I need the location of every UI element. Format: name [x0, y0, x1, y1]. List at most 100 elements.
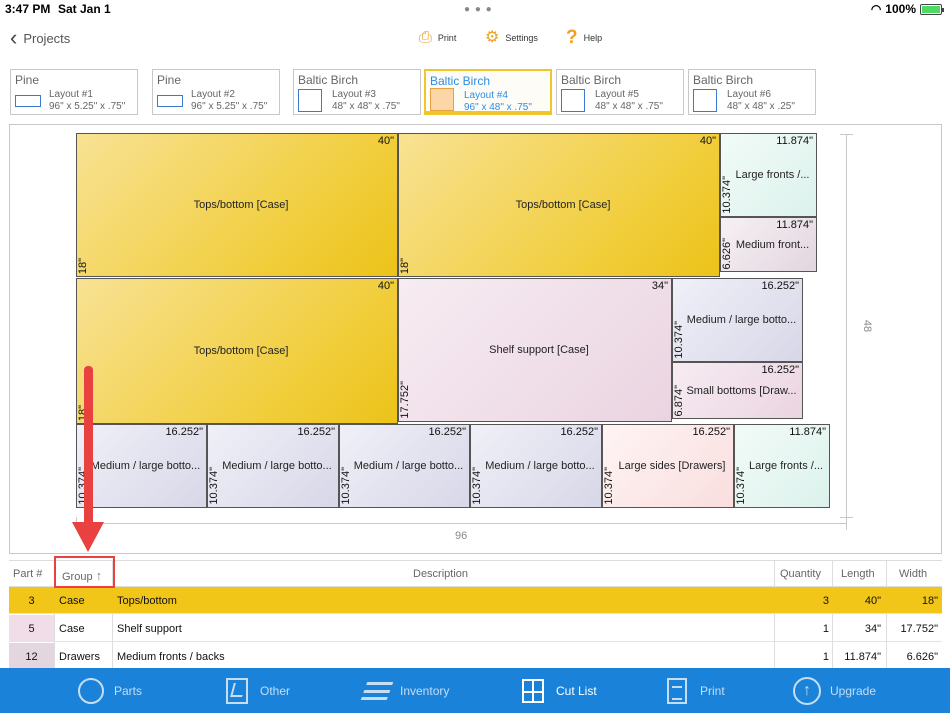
cell-description: Shelf support	[117, 623, 182, 635]
layout-name: Layout #5	[595, 89, 639, 100]
table-row[interactable]: 5 Case Shelf support 1 34" 17.752"	[9, 615, 942, 642]
piece-label: Medium front...	[735, 238, 810, 251]
toolbar-print-label: Print	[700, 683, 725, 698]
cell-length: 11.874"	[844, 651, 881, 663]
toolbar-print[interactable]: Print	[662, 668, 725, 713]
layout-dims: 96" x 5.25" x .75"	[191, 101, 268, 112]
cell-quantity: 1	[822, 651, 829, 663]
header-part[interactable]: Part #	[13, 568, 43, 580]
layout-dims: 48" x 48" x .75"	[332, 101, 400, 112]
column-divider	[54, 560, 55, 668]
cut-piece[interactable]: 40" 18" Tops/bottom [Case]	[76, 133, 398, 277]
toolbar-other[interactable]: Other	[222, 668, 290, 713]
layout-name: Layout #1	[49, 89, 93, 100]
toolbar-upgrade[interactable]: ↑ Upgrade	[792, 668, 876, 713]
layout-name: Layout #3	[332, 89, 376, 100]
piece-height: 6.874"	[673, 384, 685, 416]
piece-width: 40"	[377, 135, 394, 147]
cut-piece[interactable]: 16.252" 10.374" Large sides [Drawers]	[602, 424, 734, 508]
header-group[interactable]: Group ↑	[62, 568, 102, 583]
layout-tab-6[interactable]: Baltic Birch Layout #6 48" x 48" x .25"	[688, 69, 816, 115]
column-divider	[112, 560, 113, 668]
layout-dims: 48" x 48" x .25"	[727, 101, 795, 112]
layout-name: Layout #2	[191, 89, 235, 100]
cut-piece[interactable]: 16.252" 6.874" Small bottoms [Draw...	[672, 362, 803, 419]
annotation-arrow-head	[72, 522, 104, 552]
table-row[interactable]: 3 Case Tops/bottom 3 40" 18"	[9, 587, 942, 614]
settings-button[interactable]: ⚙ Settings	[485, 30, 538, 46]
cut-piece[interactable]: 34" 17.752" Shelf support [Case]	[398, 278, 672, 422]
cut-piece[interactable]: 11.874" 6.626" Medium front...	[720, 217, 817, 272]
piece-label: Tops/bottom [Case]	[193, 345, 289, 357]
cut-piece[interactable]: 16.252" 10.374" Medium / large botto...	[672, 278, 803, 362]
layout-material: Pine	[157, 73, 182, 87]
layout-tab-3[interactable]: Baltic Birch Layout #3 48" x 48" x .75"	[293, 69, 421, 115]
back-button[interactable]: ‹ Projects	[10, 25, 70, 50]
piece-label: Large sides [Drawers]	[618, 460, 726, 472]
piece-width: 11.874"	[776, 135, 813, 147]
toolbar-cut-list[interactable]: Cut List	[518, 668, 597, 713]
tape-measure-icon	[76, 676, 106, 706]
piece-width: 16.252"	[165, 426, 203, 438]
multitasking-dots-icon[interactable]: ● ● ●	[464, 4, 493, 15]
question-icon: ?	[566, 27, 578, 48]
cell-width: 6.626"	[906, 651, 938, 663]
header-description[interactable]: Description	[413, 568, 469, 580]
header-width[interactable]: Width	[899, 568, 928, 580]
cut-piece[interactable]: 40" 18" Tops/bottom [Case]	[398, 133, 720, 277]
piece-label: Large fronts /...	[749, 460, 823, 472]
column-divider	[774, 560, 775, 668]
part-color-swatch: 12	[9, 643, 54, 669]
help-button[interactable]: ? Help	[566, 27, 602, 48]
cut-piece[interactable]: 16.252" 10.374" Medium / large botto...	[339, 424, 470, 508]
chevron-left-icon: ‹	[10, 25, 18, 50]
board-thumbnail-icon	[561, 89, 585, 112]
layout-tab-5[interactable]: Baltic Birch Layout #5 48" x 48" x .75"	[556, 69, 684, 115]
print-label: Print	[437, 33, 457, 43]
piece-label: Tops/bottom [Case]	[515, 199, 611, 211]
cut-piece[interactable]: 11.874" 10.374" Large fronts /...	[720, 133, 817, 217]
toolbar-cut-list-label: Cut List	[556, 683, 597, 698]
printer-icon: ⎙	[419, 29, 432, 46]
piece-label: Tops/bottom [Case]	[193, 199, 289, 211]
toolbar-other-label: Other	[260, 683, 291, 698]
header-quantity[interactable]: Quantity	[780, 568, 821, 580]
column-divider	[832, 560, 833, 668]
cut-piece[interactable]: 16.252" 10.374" Medium / large botto...	[207, 424, 339, 508]
cell-quantity: 1	[822, 623, 829, 635]
cell-description: Medium fronts / backs	[117, 651, 225, 663]
battery-percent: 100%	[885, 2, 916, 16]
battery-icon	[920, 3, 944, 15]
toolbar-upgrade-label: Upgrade	[830, 683, 877, 698]
piece-width: 40"	[699, 135, 716, 147]
cut-piece[interactable]: 16.252" 10.374" Medium / large botto...	[76, 424, 207, 508]
toolbar-parts[interactable]: Parts	[76, 668, 142, 713]
board-thumbnail-icon	[298, 89, 322, 112]
table-row[interactable]: 12 Drawers Medium fronts / backs 1 11.87…	[9, 643, 942, 670]
layout-name: Layout #4	[464, 90, 508, 101]
print-button[interactable]: ⎙ Print	[419, 30, 456, 46]
cut-piece[interactable]: 16.252" 10.374" Medium / large botto...	[470, 424, 602, 508]
piece-width: 16.252"	[428, 426, 466, 438]
board-thumbnail-icon	[430, 88, 454, 111]
annotation-highlight-box	[54, 556, 115, 588]
piece-width: 11.874"	[789, 426, 826, 438]
piece-width: 16.252"	[560, 426, 598, 438]
height-dimension-line	[846, 134, 847, 518]
header-length[interactable]: Length	[841, 568, 875, 580]
status-right: ◠ 100%	[871, 2, 944, 16]
layout-tab-2[interactable]: Pine Layout #2 96" x 5.25" x .75"	[152, 69, 280, 115]
cut-piece[interactable]: 11.874" 10.374" Large fronts /...	[734, 424, 830, 508]
piece-height: 10.374"	[471, 467, 483, 505]
piece-height: 18"	[77, 257, 89, 274]
dimension-tick	[840, 134, 853, 135]
cut-piece[interactable]: 40" 18" Tops/bottom [Case]	[76, 278, 398, 424]
piece-height: 10.374"	[721, 176, 733, 214]
layout-tab-4[interactable]: Baltic Birch Layout #4 96" x 48" x .75"	[424, 69, 552, 115]
toolbar-inventory[interactable]: Inventory	[360, 668, 449, 713]
layout-tab-1[interactable]: Pine Layout #1 96" x 5.25" x .75"	[10, 69, 138, 115]
piece-width: 16.252"	[692, 426, 730, 438]
piece-height: 6.626"	[721, 237, 733, 269]
layout-material: Baltic Birch	[430, 74, 491, 88]
cell-description: Tops/bottom	[117, 595, 177, 607]
